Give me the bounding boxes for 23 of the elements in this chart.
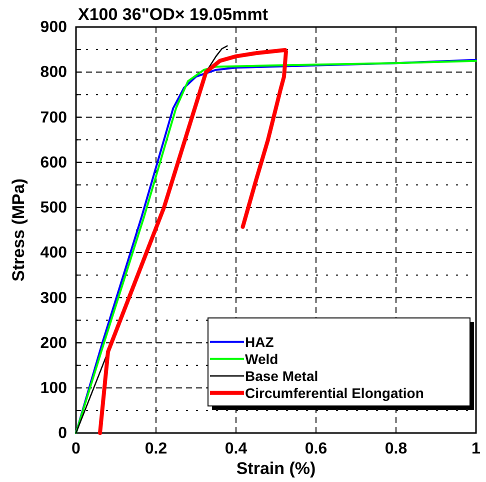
y-tick-label: 300 bbox=[40, 290, 68, 307]
y-tick-label: 200 bbox=[40, 334, 68, 352]
chart-title: X100 36"OD× 19.05mmt bbox=[78, 5, 268, 24]
y-tick-label: 800 bbox=[40, 64, 68, 82]
legend-label: Base Metal bbox=[245, 368, 318, 384]
x-tick-label: 0.8 bbox=[384, 440, 408, 458]
y-tick-label: 600 bbox=[40, 154, 68, 172]
y-tick-label: 0 bbox=[58, 425, 68, 442]
y-tick-label: 900 bbox=[40, 19, 68, 36]
legend-label: Circumferential Elongation bbox=[245, 384, 424, 401]
y-tick-label: 100 bbox=[40, 380, 68, 398]
y-tick-label: 500 bbox=[40, 200, 68, 217]
x-tick-label: 0.4 bbox=[224, 440, 248, 458]
x-tick-label: 0.6 bbox=[304, 440, 328, 458]
x-tick-label: 1 bbox=[472, 440, 481, 458]
legend-label: Weld bbox=[245, 350, 278, 367]
x-tick-label: 0.2 bbox=[144, 440, 168, 458]
y-tick-label: 700 bbox=[40, 109, 68, 126]
legend-label: HAZ bbox=[245, 334, 274, 350]
x-axis-title: Strain (%) bbox=[236, 459, 316, 478]
y-axis-title: Stress (MPa) bbox=[9, 178, 28, 282]
y-tick-label: 400 bbox=[40, 244, 68, 262]
x-tick-label: 0 bbox=[72, 440, 81, 458]
